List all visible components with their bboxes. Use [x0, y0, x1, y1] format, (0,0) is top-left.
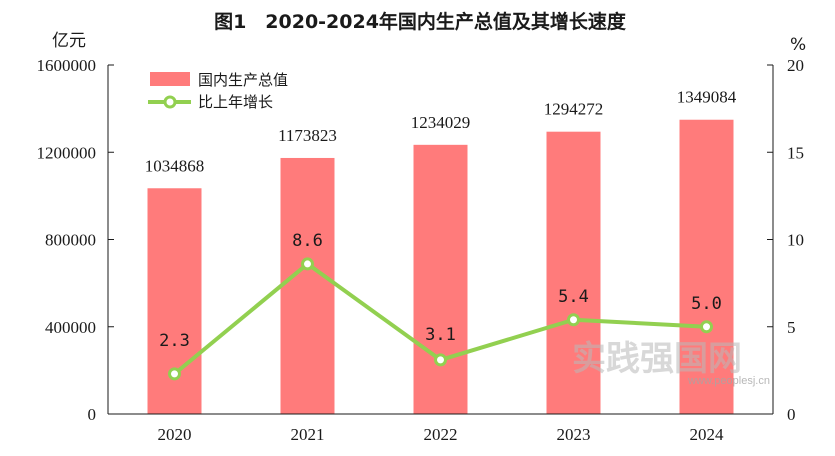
legend-bar-label: 国内生产总值 [198, 71, 288, 89]
legend-line-marker [163, 95, 177, 109]
growth-value-label: 8.6 [292, 231, 323, 251]
right-tick-label: 0 [787, 405, 796, 424]
x-tick-label: 2024 [690, 425, 725, 444]
plot-frame [107, 65, 774, 415]
gdp-bar [546, 131, 601, 414]
right-tick-label: 20 [787, 56, 804, 75]
x-tick-label: 2020 [158, 425, 192, 444]
gdp-value-label: 1234029 [411, 113, 471, 132]
left-tick-label: 0 [88, 405, 97, 424]
growth-line-series [168, 257, 713, 381]
x-axis-ticks: 2020 2021 2022 2023 2024 [158, 425, 725, 444]
growth-marker [301, 257, 314, 271]
gdp-bar [280, 157, 335, 415]
bar-value-labels: 1034868 1173823 1234029 1294272 1349084 [145, 88, 737, 176]
right-tick-label: 5 [787, 318, 796, 337]
gdp-value-label: 1173823 [278, 126, 337, 145]
left-axis-unit: 亿元 [52, 31, 86, 51]
growth-marker [168, 367, 181, 381]
watermark-brand: 实践强国网 [572, 339, 742, 379]
growth-value-label: 5.4 [558, 287, 589, 307]
left-tick-label: 1200000 [37, 143, 97, 162]
watermark-url: www.peoplesj.cn [687, 375, 770, 387]
watermark: 实践强国网 www.peoplesj.cn [572, 339, 770, 387]
right-tick-label: 15 [787, 143, 804, 162]
gdp-value-label: 1294272 [544, 100, 604, 119]
gdp-value-label: 1349084 [677, 88, 737, 107]
right-axis-unit: % [790, 35, 806, 55]
chart-title: 图1 2020-2024年国内生产总值及其增长速度 [214, 10, 627, 33]
right-tick-label: 10 [787, 231, 804, 250]
x-tick-label: 2023 [557, 425, 591, 444]
legend-bar-swatch [150, 72, 190, 86]
growth-marker [434, 353, 447, 367]
growth-value-labels: 2.3 8.6 3.1 5.4 5.0 [159, 231, 722, 351]
growth-marker [700, 320, 713, 334]
gdp-bar [413, 144, 468, 414]
growth-value-label: 2.3 [159, 331, 190, 351]
gdp-value-label: 1034868 [145, 156, 205, 175]
x-tick-label: 2022 [424, 425, 458, 444]
growth-marker [567, 313, 580, 327]
left-tick-label: 800000 [45, 231, 96, 250]
x-tick-label: 2021 [291, 425, 325, 444]
left-tick-label: 1600000 [37, 56, 97, 75]
left-axis-ticks: 0 400000 800000 1200000 1600000 [37, 56, 114, 424]
legend-line-label: 比上年增长 [198, 93, 273, 111]
left-tick-label: 400000 [45, 318, 96, 337]
growth-value-label: 5.0 [691, 294, 722, 314]
chart-legend: 国内生产总值 比上年增长 [148, 71, 288, 111]
growth-value-label: 3.1 [425, 325, 456, 345]
gdp-bar [679, 119, 734, 415]
